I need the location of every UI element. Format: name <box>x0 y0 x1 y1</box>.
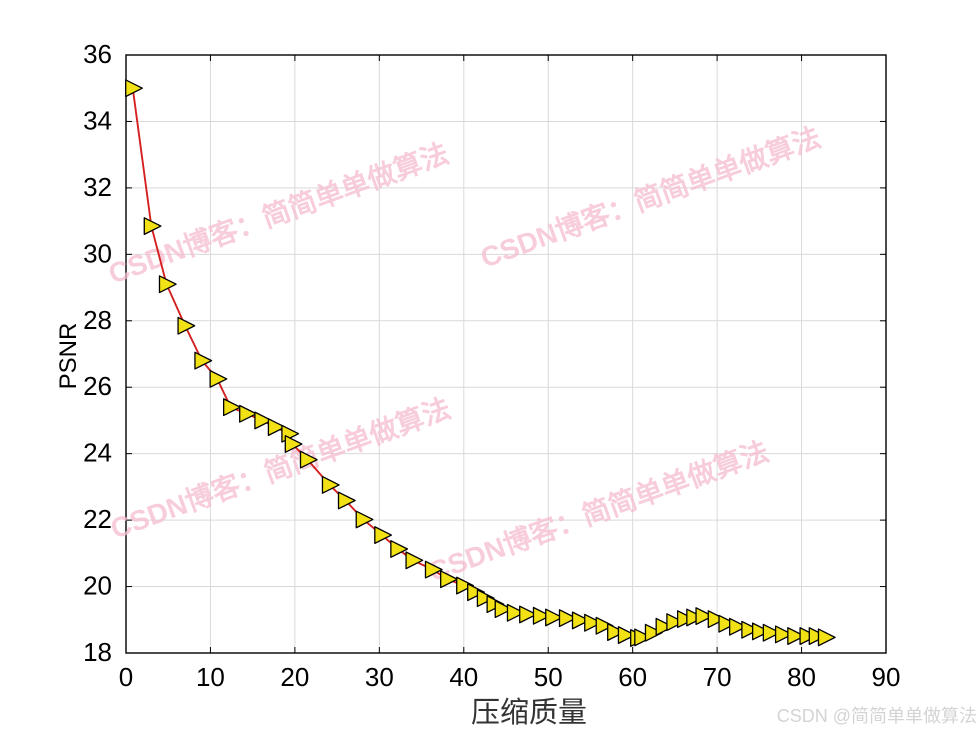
svg-text:24: 24 <box>83 438 112 468</box>
svg-text:60: 60 <box>618 662 647 692</box>
svg-text:CSDN博客：简简单单做算法: CSDN博客：简简单单做算法 <box>424 435 773 588</box>
svg-text:50: 50 <box>534 662 563 692</box>
svg-text:CSDN博客：简简单单做算法: CSDN博客：简简单单做算法 <box>106 392 455 545</box>
svg-text:18: 18 <box>83 637 112 667</box>
svg-text:压缩质量: 压缩质量 <box>471 696 587 729</box>
svg-text:PSNR: PSNR <box>55 323 82 390</box>
svg-text:20: 20 <box>83 571 112 601</box>
svg-text:32: 32 <box>83 172 112 202</box>
svg-text:0: 0 <box>119 662 133 692</box>
svg-text:20: 20 <box>280 662 309 692</box>
svg-text:80: 80 <box>787 662 816 692</box>
svg-text:CSDN @简简单单做算法: CSDN @简简单单做算法 <box>777 706 977 726</box>
svg-text:26: 26 <box>83 371 112 401</box>
svg-text:30: 30 <box>83 238 112 268</box>
svg-text:CSDN博客：简简单单做算法: CSDN博客：简简单单做算法 <box>476 121 825 274</box>
svg-text:40: 40 <box>449 662 478 692</box>
svg-text:10: 10 <box>196 662 225 692</box>
svg-text:22: 22 <box>83 504 112 534</box>
svg-text:34: 34 <box>83 105 112 135</box>
svg-text:36: 36 <box>83 39 112 69</box>
svg-text:28: 28 <box>83 305 112 335</box>
svg-text:90: 90 <box>872 662 901 692</box>
svg-text:30: 30 <box>365 662 394 692</box>
svg-text:70: 70 <box>703 662 732 692</box>
svg-text:CSDN博客：简简单单做算法: CSDN博客：简简单单做算法 <box>104 137 453 290</box>
